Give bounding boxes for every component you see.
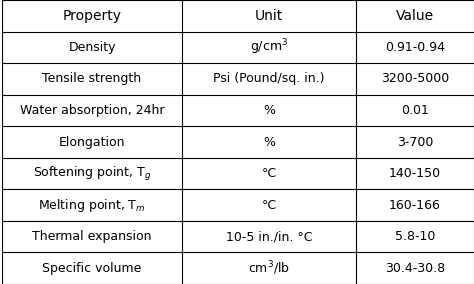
- Text: Value: Value: [396, 9, 434, 23]
- Text: 3-700: 3-700: [397, 135, 433, 149]
- Text: g/cm$^3$: g/cm$^3$: [250, 37, 288, 57]
- Text: 0.01: 0.01: [401, 104, 429, 117]
- Text: Specific volume: Specific volume: [42, 262, 142, 275]
- Text: %: %: [263, 135, 275, 149]
- Text: 3200-5000: 3200-5000: [381, 72, 449, 85]
- Text: °C: °C: [261, 167, 276, 180]
- Text: 160-166: 160-166: [389, 199, 441, 212]
- Text: cm$^3$/lb: cm$^3$/lb: [248, 259, 290, 277]
- Text: °C: °C: [261, 199, 276, 212]
- Text: 10-5 in./in. °C: 10-5 in./in. °C: [226, 230, 312, 243]
- Text: Unit: Unit: [255, 9, 283, 23]
- Text: Thermal expansion: Thermal expansion: [32, 230, 152, 243]
- Text: Psi (Pound/sq. in.): Psi (Pound/sq. in.): [213, 72, 325, 85]
- Text: Elongation: Elongation: [59, 135, 125, 149]
- Text: Water absorption, 24hr: Water absorption, 24hr: [20, 104, 164, 117]
- Text: Tensile strength: Tensile strength: [43, 72, 142, 85]
- Text: Property: Property: [63, 9, 121, 23]
- Text: %: %: [263, 104, 275, 117]
- Text: 5.8-10: 5.8-10: [395, 230, 435, 243]
- Text: Density: Density: [68, 41, 116, 54]
- Text: Softening point, T$_g$: Softening point, T$_g$: [33, 164, 151, 183]
- Text: Melting point, T$_m$: Melting point, T$_m$: [38, 197, 146, 214]
- Text: 30.4-30.8: 30.4-30.8: [385, 262, 445, 275]
- Text: 0.91-0.94: 0.91-0.94: [385, 41, 445, 54]
- Text: 140-150: 140-150: [389, 167, 441, 180]
